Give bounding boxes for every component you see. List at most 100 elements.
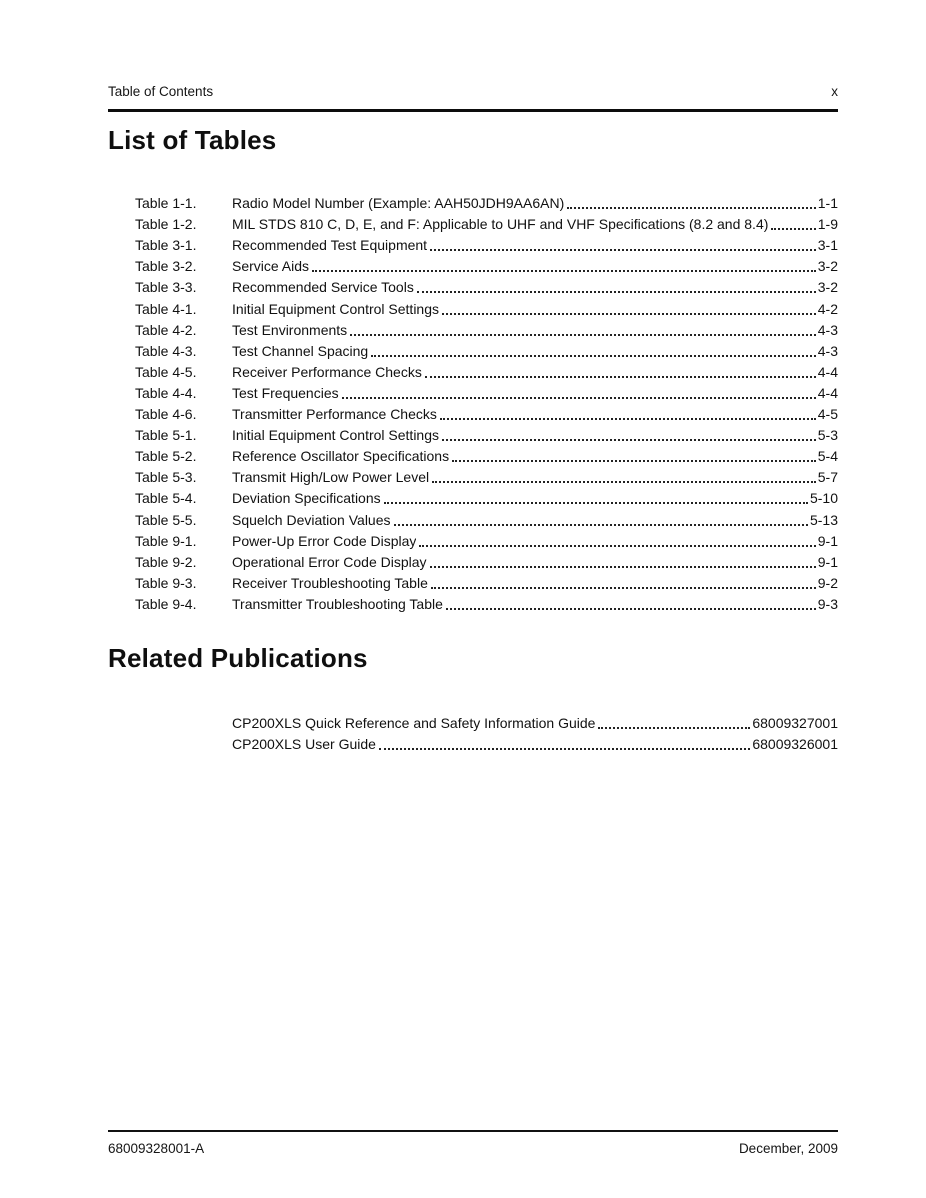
table-row: Table 5-3. Transmit High/Low Power Level…: [108, 465, 838, 486]
leader-dots: [567, 207, 816, 210]
table-row: Table 5-5. Squelch Deviation Values 5-13: [108, 507, 838, 528]
table-page-number: 4-3: [817, 321, 838, 338]
leader-dots: [429, 565, 816, 568]
table-row: Table 1-2. MIL STDS 810 C, D, E, and F: …: [108, 212, 838, 233]
publication-title: CP200XLS User Guide: [232, 736, 376, 753]
table-row: Table 4-1. Initial Equipment Control Set…: [108, 296, 838, 317]
table-page-number: 4-5: [817, 406, 838, 423]
table-title: Test Channel Spacing: [232, 342, 369, 359]
table-title: Service Aids: [232, 258, 310, 275]
leader-dots: [452, 460, 816, 463]
table-row: Table 4-6. Transmitter Performance Check…: [108, 402, 838, 423]
table-page-number: 5-3: [817, 427, 838, 444]
table-page-number: 1-9: [817, 216, 838, 233]
table-row: Table 5-2. Reference Oscillator Specific…: [108, 444, 838, 465]
leader-dots: [430, 586, 816, 589]
leader-dots: [442, 312, 816, 315]
table-title: Initial Equipment Control Settings: [232, 427, 439, 444]
table-title: Transmitter Troubleshooting Table: [232, 595, 443, 612]
table-label: Table 5-3.: [135, 469, 197, 486]
leader-dots: [598, 726, 751, 729]
table-page-number: 5-10: [809, 490, 838, 507]
table-title: Transmit High/Low Power Level: [232, 469, 430, 486]
table-row: Table 3-3. Recommended Service Tools 3-2: [108, 275, 838, 296]
table-title: Power-Up Error Code Display: [232, 532, 417, 549]
table-page-number: 3-2: [817, 279, 838, 296]
table-page-number: 1-1: [817, 195, 838, 212]
table-label: Table 3-1.: [135, 237, 197, 254]
related-publications-heading: Related Publications: [108, 642, 368, 673]
table-label: Table 5-1.: [135, 427, 197, 444]
table-label: Table 9-1.: [135, 532, 197, 549]
table-title: Test Environments: [232, 321, 348, 338]
table-row: Table 1-1. Radio Model Number (Example: …: [108, 191, 838, 212]
table-page-number: 4-2: [817, 300, 838, 317]
leader-dots: [312, 270, 816, 273]
footer-date: December, 2009: [738, 1141, 838, 1156]
table-title: Receiver Troubleshooting Table: [232, 574, 428, 591]
table-label: Table 3-2.: [135, 258, 197, 275]
table-page-number: 4-3: [817, 342, 838, 359]
table-label: Table 5-2.: [135, 448, 197, 465]
table-label: Table 4-2.: [135, 321, 197, 338]
publication-title: CP200XLS Quick Reference and Safety Info…: [232, 714, 596, 731]
table-row: Table 3-2. Service Aids 3-2: [108, 254, 838, 275]
list-of-tables-heading: List of Tables: [108, 125, 277, 155]
table-title: Receiver Performance Checks: [232, 363, 422, 380]
table-label: Table 4-3.: [135, 342, 197, 359]
footer-rule: [108, 1130, 838, 1132]
table-label: Table 5-5.: [135, 511, 197, 528]
table-title: Reference Oscillator Specifications: [232, 448, 450, 465]
table-title: Recommended Test Equipment: [232, 237, 428, 254]
table-title: MIL STDS 810 C, D, E, and F: Applicable …: [232, 216, 769, 233]
table-row: Table 9-3. Receiver Troubleshooting Tabl…: [108, 571, 838, 592]
publication-part-number: 68009327001: [752, 714, 838, 731]
publication-row: CP200XLS Quick Reference and Safety Info…: [232, 711, 838, 732]
table-row: Table 4-5. Receiver Performance Checks 4…: [108, 360, 838, 381]
table-page-number: 3-1: [817, 237, 838, 254]
table-row: Table 9-4. Transmitter Troubleshooting T…: [108, 592, 838, 613]
running-header-title: Table of Contents: [108, 84, 214, 99]
table-row: Table 3-1. Recommended Test Equipment 3-…: [108, 233, 838, 254]
table-label: Table 4-1.: [135, 300, 197, 317]
table-title: Initial Equipment Control Settings: [232, 300, 439, 317]
table-row: Table 9-2. Operational Error Code Displa…: [108, 550, 838, 571]
table-page-number: 9-1: [817, 553, 838, 570]
table-label: Table 4-4.: [135, 384, 197, 401]
table-title: Test Frequencies: [232, 384, 339, 401]
table-row: Table 5-4. Deviation Specifications 5-10: [108, 486, 838, 507]
table-title: Recommended Service Tools: [232, 279, 414, 296]
table-page-number: 5-7: [817, 469, 838, 486]
publication-row: CP200XLS User Guide 68009326001: [232, 732, 838, 753]
leader-dots: [393, 523, 808, 526]
related-publications-list: CP200XLS Quick Reference and Safety Info…: [108, 711, 838, 753]
leader-dots: [419, 544, 816, 547]
publication-part-number: 68009326001: [752, 736, 838, 753]
leader-dots: [424, 375, 816, 378]
table-title: Transmitter Performance Checks: [232, 406, 437, 423]
table-row: Table 4-4. Test Frequencies 4-4: [108, 381, 838, 402]
running-header: Table of Contents x: [108, 84, 838, 99]
leader-dots: [439, 418, 816, 421]
table-title: Squelch Deviation Values: [232, 511, 391, 528]
table-label: Table 9-4.: [135, 595, 197, 612]
table-title: Deviation Specifications: [232, 490, 381, 507]
table-page-number: 5-4: [817, 448, 838, 465]
leader-dots: [383, 502, 808, 505]
leader-dots: [432, 481, 816, 484]
leader-dots: [771, 228, 816, 231]
page-number: x: [831, 84, 838, 99]
leader-dots: [430, 249, 816, 252]
table-row: Table 4-3. Test Channel Spacing 4-3: [108, 339, 838, 360]
table-row: Table 9-1. Power-Up Error Code Display 9…: [108, 529, 838, 550]
table-row: Table 5-1. Initial Equipment Control Set…: [108, 423, 838, 444]
table-page-number: 9-3: [817, 595, 838, 612]
footer-part-number: 68009328001-A: [108, 1141, 205, 1156]
table-label: Table 9-3.: [135, 574, 197, 591]
table-label: Table 3-3.: [135, 279, 197, 296]
leader-dots: [378, 748, 751, 751]
table-label: Table 5-4.: [135, 490, 197, 507]
header-rule: [108, 109, 838, 112]
leader-dots: [442, 439, 816, 442]
